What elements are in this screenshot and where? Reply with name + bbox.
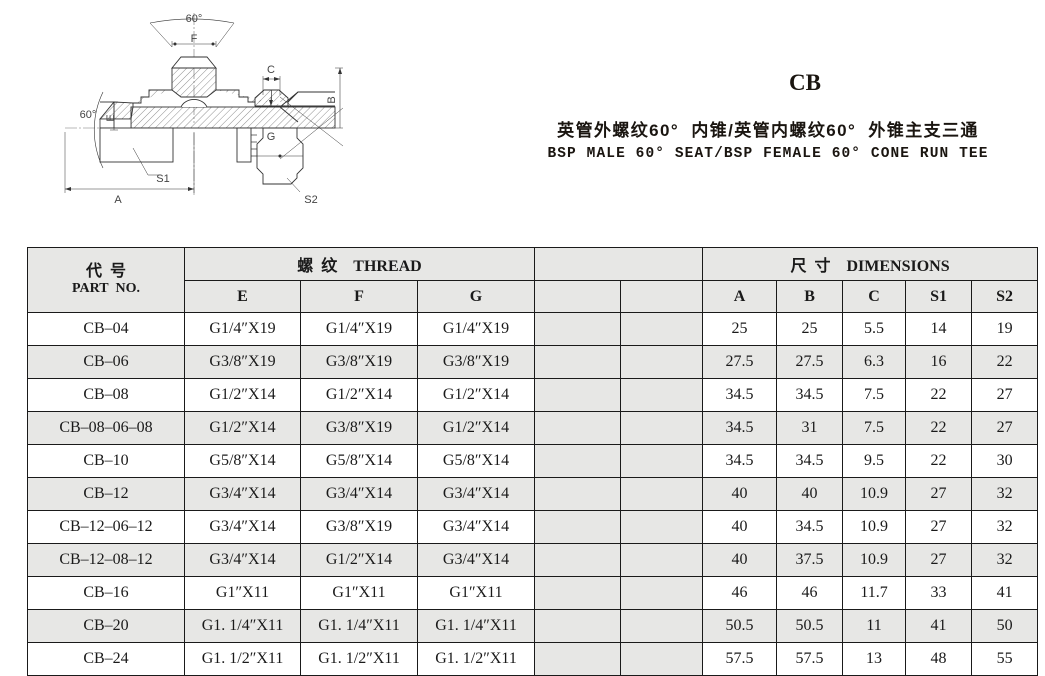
- svg-text:G: G: [267, 131, 276, 143]
- svg-text:60°: 60°: [186, 13, 203, 25]
- svg-text:E: E: [105, 114, 117, 121]
- svg-text:C: C: [267, 64, 275, 76]
- svg-text:F: F: [191, 33, 198, 45]
- svg-text:A: A: [114, 194, 122, 206]
- svg-text:S2: S2: [304, 194, 317, 206]
- svg-text:60°: 60°: [80, 109, 97, 121]
- svg-text:B: B: [326, 96, 338, 103]
- svg-text:S1: S1: [156, 173, 169, 185]
